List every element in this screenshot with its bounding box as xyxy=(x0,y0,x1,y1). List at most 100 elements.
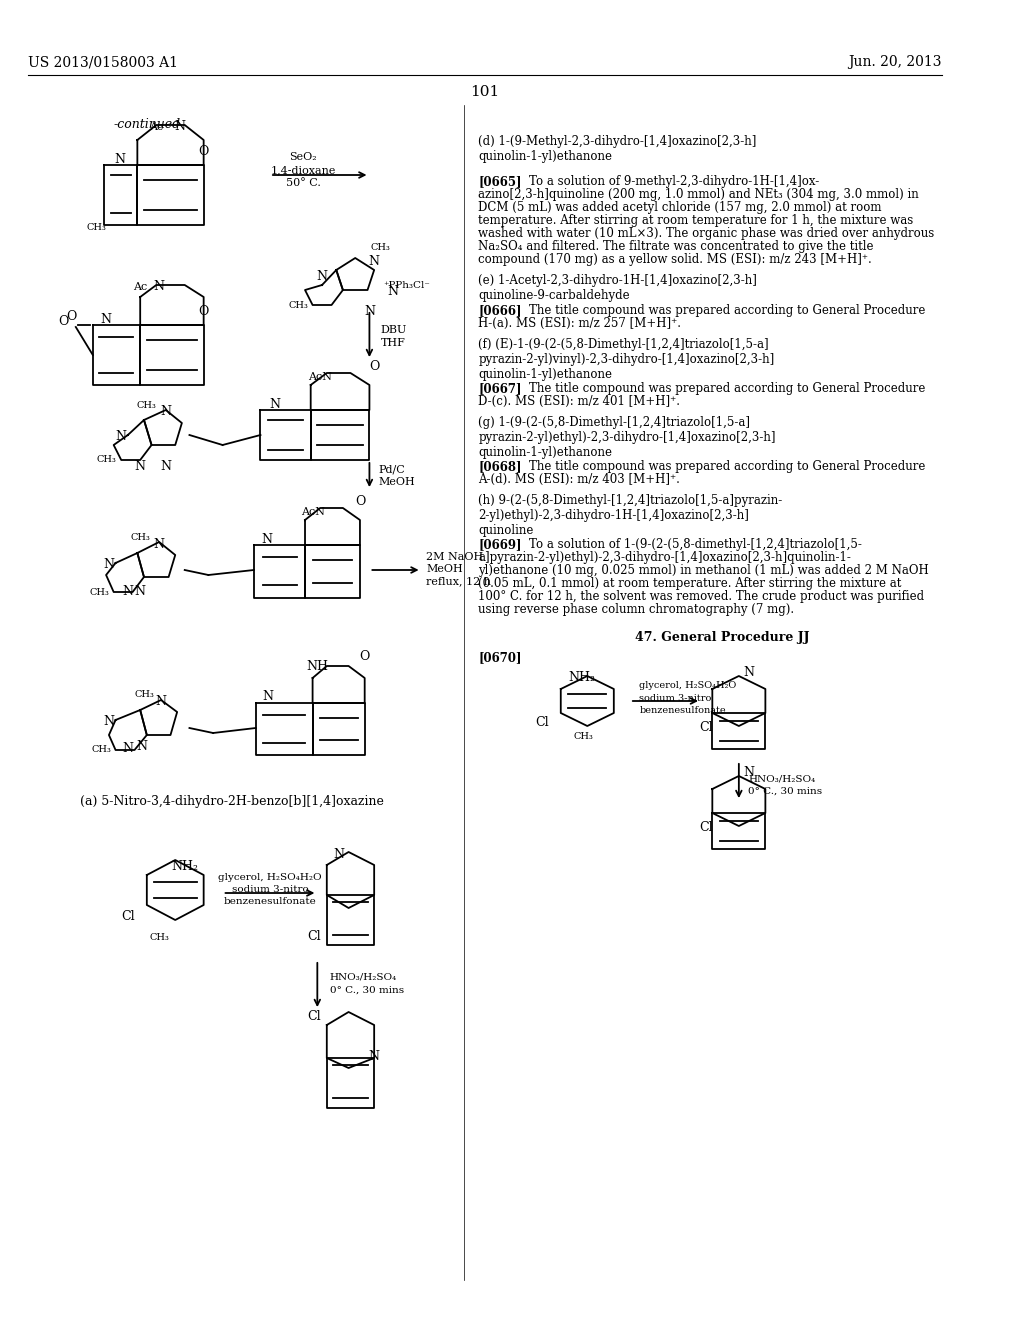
Text: 2M NaOH: 2M NaOH xyxy=(426,552,483,562)
Text: The title compound was prepared according to General Procedure: The title compound was prepared accordin… xyxy=(514,381,926,395)
Text: N: N xyxy=(103,558,115,572)
Text: 0° C., 30 mins: 0° C., 30 mins xyxy=(749,787,822,796)
Text: [0665]: [0665] xyxy=(478,176,522,187)
Text: azino[2,3-h]quinoline (200 mg, 1.0 mmol) and NEt₃ (304 mg, 3.0 mmol) in: azino[2,3-h]quinoline (200 mg, 1.0 mmol)… xyxy=(478,187,920,201)
Text: reflux, 12 h: reflux, 12 h xyxy=(426,576,492,586)
Text: (d) 1-(9-Methyl-2,3-dihydro-[1,4]oxazino[2,3-h]
quinolin-1-yl)ethanone: (d) 1-(9-Methyl-2,3-dihydro-[1,4]oxazino… xyxy=(478,135,757,162)
Text: N: N xyxy=(135,459,145,473)
Text: sodium 3-nitro: sodium 3-nitro xyxy=(231,884,308,894)
Text: (g) 1-(9-(2-(5,8-Dimethyl-[1,2,4]triazolo[1,5-a]
pyrazin-2-yl)ethyl)-2,3-dihydro: (g) 1-(9-(2-(5,8-Dimethyl-[1,2,4]triazol… xyxy=(478,416,776,459)
Text: N: N xyxy=(136,741,147,752)
Text: washed with water (10 mL×3). The organic phase was dried over anhydrous: washed with water (10 mL×3). The organic… xyxy=(478,227,935,240)
Text: (a) 5-Nitro-3,4-dihydro-2H-benzo[b][1,4]oxazine: (a) 5-Nitro-3,4-dihydro-2H-benzo[b][1,4]… xyxy=(80,795,384,808)
Text: benzenesulfonate: benzenesulfonate xyxy=(639,706,726,715)
Text: Cl: Cl xyxy=(307,931,322,942)
Text: 100° C. for 12 h, the solvent was removed. The crude product was purified: 100° C. for 12 h, the solvent was remove… xyxy=(478,590,925,603)
Text: N: N xyxy=(369,1049,380,1063)
Text: CH₃: CH₃ xyxy=(150,933,169,942)
Text: NH₂: NH₂ xyxy=(171,861,199,873)
Text: 1,4-dioxane: 1,4-dioxane xyxy=(270,165,336,176)
Text: Cl: Cl xyxy=(536,715,549,729)
Text: O: O xyxy=(199,305,209,318)
Text: CH₃: CH₃ xyxy=(573,733,593,741)
Text: Ac: Ac xyxy=(133,282,147,292)
Text: 47. General Procedure JJ: 47. General Procedure JJ xyxy=(635,631,809,644)
Text: Cl: Cl xyxy=(121,909,135,923)
Text: Cl: Cl xyxy=(699,821,713,834)
Text: To a solution of 1-(9-(2-(5,8-dimethyl-[1,2,4]triazolo[1,5-: To a solution of 1-(9-(2-(5,8-dimethyl-[… xyxy=(514,539,862,550)
Text: The title compound was prepared according to General Procedure: The title compound was prepared accordin… xyxy=(514,459,926,473)
Text: N: N xyxy=(174,120,185,133)
Text: N: N xyxy=(743,667,755,678)
Text: CH₃: CH₃ xyxy=(134,690,154,700)
Text: N: N xyxy=(316,271,328,282)
Text: N: N xyxy=(115,153,126,166)
Text: benzenesulfonate: benzenesulfonate xyxy=(223,898,316,906)
Text: N: N xyxy=(269,399,281,411)
Text: DCM (5 mL) was added acetyl chloride (157 mg, 2.0 mmol) at room: DCM (5 mL) was added acetyl chloride (15… xyxy=(478,201,882,214)
Text: O: O xyxy=(359,649,370,663)
Text: N: N xyxy=(123,742,133,755)
Text: Ac: Ac xyxy=(150,121,164,132)
Text: 101: 101 xyxy=(470,84,500,99)
Text: N: N xyxy=(103,715,115,729)
Text: [0666]: [0666] xyxy=(478,304,522,317)
Text: N: N xyxy=(154,539,165,550)
Text: AcN: AcN xyxy=(308,372,332,381)
Text: NH: NH xyxy=(306,660,329,673)
Text: MeOH: MeOH xyxy=(379,477,416,487)
Text: (h) 9-(2-(5,8-Dimethyl-[1,2,4]triazolo[1,5-a]pyrazin-
2-yl)ethyl)-2,3-dihydro-1H: (h) 9-(2-(5,8-Dimethyl-[1,2,4]triazolo[1… xyxy=(478,494,782,537)
Text: N: N xyxy=(161,405,171,418)
Text: (0.05 mL, 0.1 mmol) at room temperature. After stirring the mixture at: (0.05 mL, 0.1 mmol) at room temperature.… xyxy=(478,577,902,590)
Text: A-(d). MS (ESI): m/z 403 [M+H]⁺.: A-(d). MS (ESI): m/z 403 [M+H]⁺. xyxy=(478,473,680,486)
Text: Cl: Cl xyxy=(307,1010,322,1023)
Text: -continued: -continued xyxy=(114,117,180,131)
Text: [0670]: [0670] xyxy=(478,651,522,664)
Text: CH₃: CH₃ xyxy=(96,455,116,465)
Text: N: N xyxy=(334,847,345,861)
Text: Na₂SO₄ and filtered. The filtrate was concentrated to give the title: Na₂SO₄ and filtered. The filtrate was co… xyxy=(478,240,873,253)
Text: To a solution of 9-methyl-2,3-dihydro-1H-[1,4]ox-: To a solution of 9-methyl-2,3-dihydro-1H… xyxy=(514,176,819,187)
Text: CH₃: CH₃ xyxy=(130,533,151,543)
Text: glycerol, H₂SO₄H₂O: glycerol, H₂SO₄H₂O xyxy=(218,873,322,882)
Text: O: O xyxy=(369,360,379,374)
Text: Cl: Cl xyxy=(699,721,713,734)
Text: N: N xyxy=(100,313,112,326)
Text: N: N xyxy=(161,459,171,473)
Text: using reverse phase column chromatography (7 mg).: using reverse phase column chromatograph… xyxy=(478,603,795,616)
Text: N: N xyxy=(369,255,380,268)
Text: N: N xyxy=(388,285,398,298)
Text: D-(c). MS (ESI): m/z 401 [M+H]⁺.: D-(c). MS (ESI): m/z 401 [M+H]⁺. xyxy=(478,395,680,408)
Text: a]pyrazin-2-yl)ethyl)-2,3-dihydro-[1,4]oxazino[2,3-h]quinolin-1-: a]pyrazin-2-yl)ethyl)-2,3-dihydro-[1,4]o… xyxy=(478,550,851,564)
Text: SeO₂: SeO₂ xyxy=(290,152,317,162)
Text: CH₃: CH₃ xyxy=(87,223,106,232)
Text: CH₃: CH₃ xyxy=(289,301,308,310)
Text: The title compound was prepared according to General Procedure: The title compound was prepared accordin… xyxy=(514,304,926,317)
Text: HNO₃/H₂SO₄: HNO₃/H₂SO₄ xyxy=(330,973,397,982)
Text: N: N xyxy=(123,585,133,598)
Text: N: N xyxy=(154,280,165,293)
Text: MeOH: MeOH xyxy=(426,564,463,574)
Text: yl)ethanone (10 mg, 0.025 mmol) in methanol (1 mL) was added 2 M NaOH: yl)ethanone (10 mg, 0.025 mmol) in metha… xyxy=(478,564,929,577)
Text: AcN: AcN xyxy=(301,507,325,517)
Text: (f) (E)-1-(9-(2-(5,8-Dimethyl-[1,2,4]triazolo[1,5-a]
pyrazin-2-yl)vinyl)-2,3-dih: (f) (E)-1-(9-(2-(5,8-Dimethyl-[1,2,4]tri… xyxy=(478,338,774,381)
Text: [0668]: [0668] xyxy=(478,459,522,473)
Text: DBU: DBU xyxy=(381,325,408,335)
Text: US 2013/0158003 A1: US 2013/0158003 A1 xyxy=(29,55,178,69)
Text: O: O xyxy=(58,315,69,327)
Text: compound (170 mg) as a yellow solid. MS (ESI): m/z 243 [M+H]⁺.: compound (170 mg) as a yellow solid. MS … xyxy=(478,253,872,267)
Text: O: O xyxy=(354,495,366,508)
Text: glycerol, H₂SO₄H₂O: glycerol, H₂SO₄H₂O xyxy=(639,681,736,690)
Text: ⁺PPh₃Cl⁻: ⁺PPh₃Cl⁻ xyxy=(384,281,430,290)
Text: N: N xyxy=(262,690,273,704)
Text: Jun. 20, 2013: Jun. 20, 2013 xyxy=(848,55,941,69)
Text: N: N xyxy=(364,305,375,318)
Text: 0° C., 30 mins: 0° C., 30 mins xyxy=(330,986,403,995)
Text: N: N xyxy=(135,585,145,598)
Text: N: N xyxy=(743,766,755,779)
Text: CH₃: CH₃ xyxy=(371,243,391,252)
Text: H-(a). MS (ESI): m/z 257 [M+H]⁺.: H-(a). MS (ESI): m/z 257 [M+H]⁺. xyxy=(478,317,681,330)
Text: sodium 3-nitro: sodium 3-nitro xyxy=(639,694,712,704)
Text: CH₃: CH₃ xyxy=(89,587,110,597)
Text: N: N xyxy=(261,533,272,546)
